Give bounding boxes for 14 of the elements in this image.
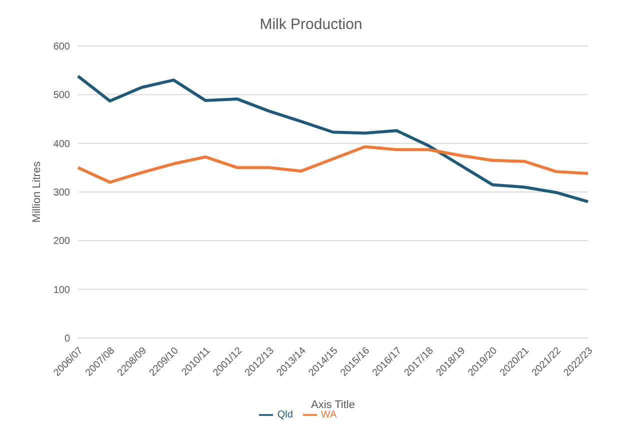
y-axis-title: Million Litres [30,160,43,223]
legend-label: Qld [277,410,293,421]
chart-title: Milk Production [258,15,364,35]
y-tick-label: 100 [53,284,70,296]
y-tick-label: 0 [64,334,70,345]
y-tick-label: 500 [53,90,70,102]
line-series [76,74,590,204]
x-axis-title: Axis Title [310,399,356,411]
y-tick-label: 600 [53,42,70,53]
y-tick-label: 300 [53,188,70,199]
legend-label: WA [320,410,337,421]
y-tick-label: 400 [53,138,70,150]
y-tick-label: 200 [53,236,70,248]
line-series [76,145,590,184]
